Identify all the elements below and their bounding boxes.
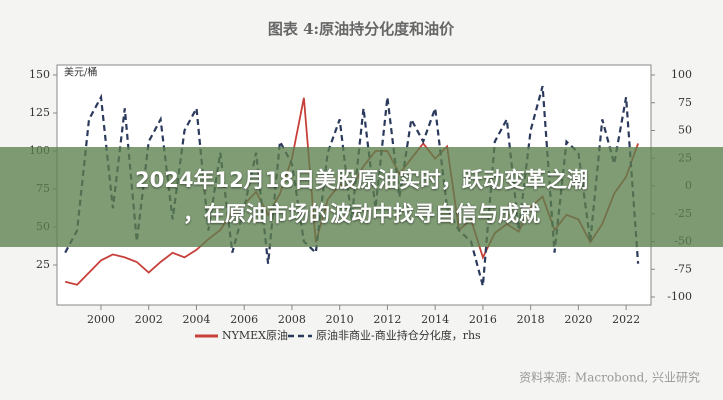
y2-tick-label: 100 (671, 68, 692, 81)
headline: 2024年12月18日美股原油实时，跃动变革之潮 (135, 168, 588, 192)
x-tick-label: 2020 (564, 313, 592, 326)
y-tick-label: 125 (29, 106, 50, 119)
x-tick-label: 2000 (87, 313, 115, 326)
y2-tick-label: 50 (678, 124, 692, 137)
x-tick-label: 2008 (278, 313, 306, 326)
x-tick-label: 2018 (517, 313, 545, 326)
x-tick-label: 2012 (373, 313, 401, 326)
chart-title: 图表 4:原油持分化度和油价 (268, 20, 455, 38)
y2-tick-label: -75 (674, 262, 692, 275)
x-tick-label: 2006 (230, 313, 258, 326)
headline: ，在原油市场的波动中找寻自信与成就 (183, 202, 540, 226)
y-tick-label: 150 (29, 68, 50, 81)
source-note: 资料来源: Macrobond, 兴业研究 (519, 370, 700, 385)
headline-banner: 2024年12月18日美股原油实时，跃动变革之潮 ，在原油市场的波动中找寻自信与… (0, 147, 723, 247)
y-axis-label: 美元/桶 (64, 66, 97, 79)
x-tick-label: 2014 (421, 313, 449, 326)
y-tick-label: 25 (36, 258, 50, 271)
y2-tick-label: 75 (678, 96, 692, 109)
x-tick-label: 2010 (326, 313, 354, 326)
y2-tick-label: -100 (667, 290, 692, 303)
x-tick-label: 2002 (135, 313, 163, 326)
x-tick-label: 2016 (469, 313, 497, 326)
legend-label: NYMEX原油 (222, 328, 288, 342)
x-tick-label: 2022 (612, 313, 640, 326)
legend-label: 原油非商业-商业持仓分化度，rhs (316, 328, 481, 342)
x-tick-label: 2004 (182, 313, 210, 326)
